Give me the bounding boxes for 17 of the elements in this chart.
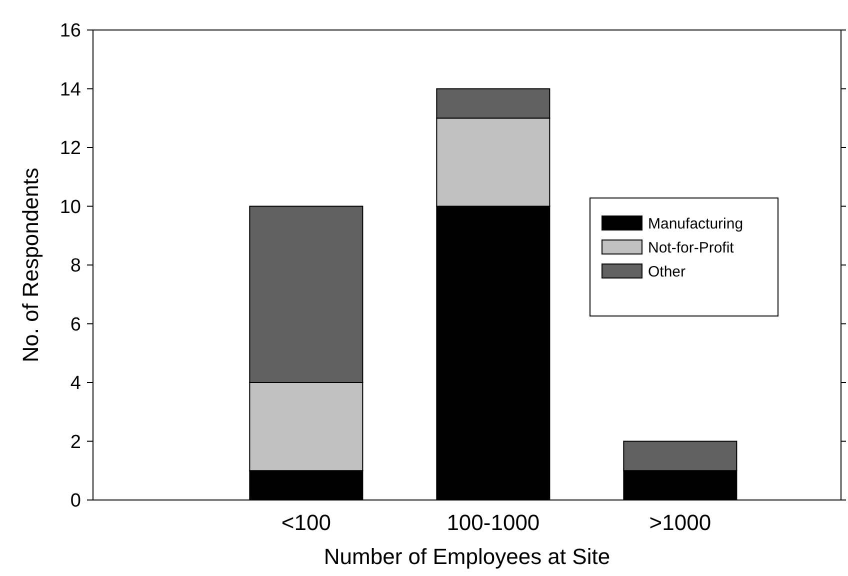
x-tick-label: 100-1000: [446, 510, 540, 535]
y-tick-label: 8: [70, 256, 81, 277]
y-tick-label: 0: [70, 490, 81, 512]
y-tick-label: 16: [60, 20, 81, 42]
legend-label: Manufacturing: [648, 215, 744, 232]
y-axis-title: No. of Respondents: [18, 168, 43, 362]
y-tick-label: 14: [60, 79, 82, 100]
y-tick-label: 10: [60, 196, 81, 218]
legend-label: Other: [648, 263, 686, 280]
x-tick-label: >1000: [649, 510, 712, 535]
legend-label: Not-for-Profit: [648, 239, 735, 256]
y-tick-label: 6: [70, 314, 81, 336]
y-tick-label: 12: [60, 138, 81, 160]
y-tick-label: 2: [70, 432, 81, 453]
x-tick-label: <100: [281, 510, 331, 535]
y-tick-label: 4: [70, 373, 82, 394]
x-axis-title: Number of Employees at Site: [324, 544, 610, 569]
